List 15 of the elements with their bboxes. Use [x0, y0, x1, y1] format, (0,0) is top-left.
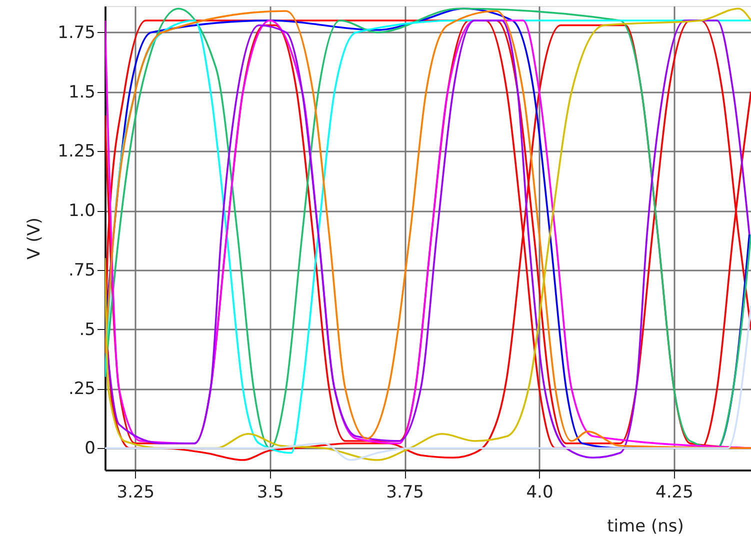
y-axis-title: V (V) [24, 218, 45, 260]
x-tick-label: 4.25 [656, 482, 694, 502]
x-tick-label: 3.25 [116, 482, 155, 502]
y-tick-label: 1.75 [58, 22, 96, 43]
y-tick-label: .5 [79, 320, 96, 340]
y-tick-label: 1.25 [58, 142, 96, 162]
y-tick-label: 1.5 [68, 82, 96, 102]
y-tick-label: 1.0 [68, 201, 96, 222]
x-tick-label: 3.5 [256, 482, 284, 502]
y-tick-label: 0 [84, 438, 96, 459]
x-tick-label: 3.75 [386, 482, 424, 502]
x-axis-title: time (ns) [607, 516, 684, 536]
x-tick-label: 4.0 [526, 482, 554, 502]
y-tick-label: .25 [68, 379, 96, 400]
y-tick-label: .75 [68, 260, 96, 280]
